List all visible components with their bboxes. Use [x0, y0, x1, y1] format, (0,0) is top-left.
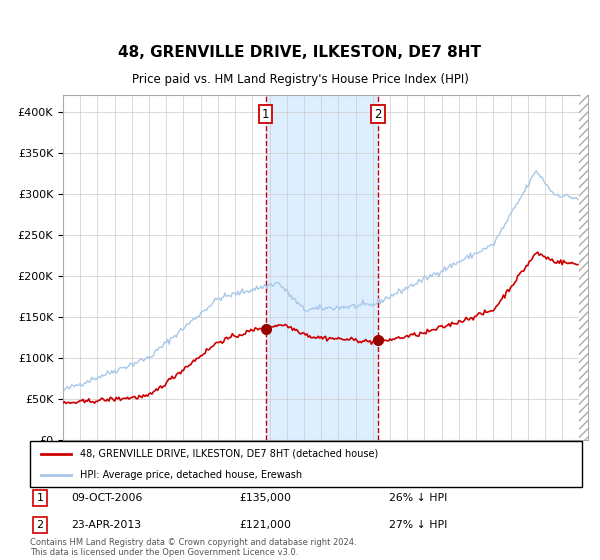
Text: 48, GRENVILLE DRIVE, ILKESTON, DE7 8HT (detached house): 48, GRENVILLE DRIVE, ILKESTON, DE7 8HT (… [80, 449, 378, 459]
Text: 48, GRENVILLE DRIVE, ILKESTON, DE7 8HT: 48, GRENVILLE DRIVE, ILKESTON, DE7 8HT [119, 45, 482, 60]
Text: 2: 2 [37, 520, 43, 530]
Text: 1: 1 [262, 108, 269, 120]
FancyBboxPatch shape [30, 441, 582, 487]
Text: 27% ↓ HPI: 27% ↓ HPI [389, 520, 447, 530]
Bar [266, 95, 378, 440]
Text: 2: 2 [374, 108, 382, 120]
Text: 23-APR-2013: 23-APR-2013 [71, 520, 142, 530]
Text: £121,000: £121,000 [240, 520, 292, 530]
Text: £135,000: £135,000 [240, 493, 292, 503]
Text: HPI: Average price, detached house, Erewash: HPI: Average price, detached house, Erew… [80, 470, 302, 480]
Text: 1: 1 [37, 493, 43, 503]
Text: Contains HM Land Registry data © Crown copyright and database right 2024.
This d: Contains HM Land Registry data © Crown c… [30, 538, 356, 557]
Text: 26% ↓ HPI: 26% ↓ HPI [389, 493, 447, 503]
Text: Price paid vs. HM Land Registry's House Price Index (HPI): Price paid vs. HM Land Registry's House … [131, 73, 469, 86]
Bar [580, 95, 596, 440]
Text: 09-OCT-2006: 09-OCT-2006 [71, 493, 143, 503]
